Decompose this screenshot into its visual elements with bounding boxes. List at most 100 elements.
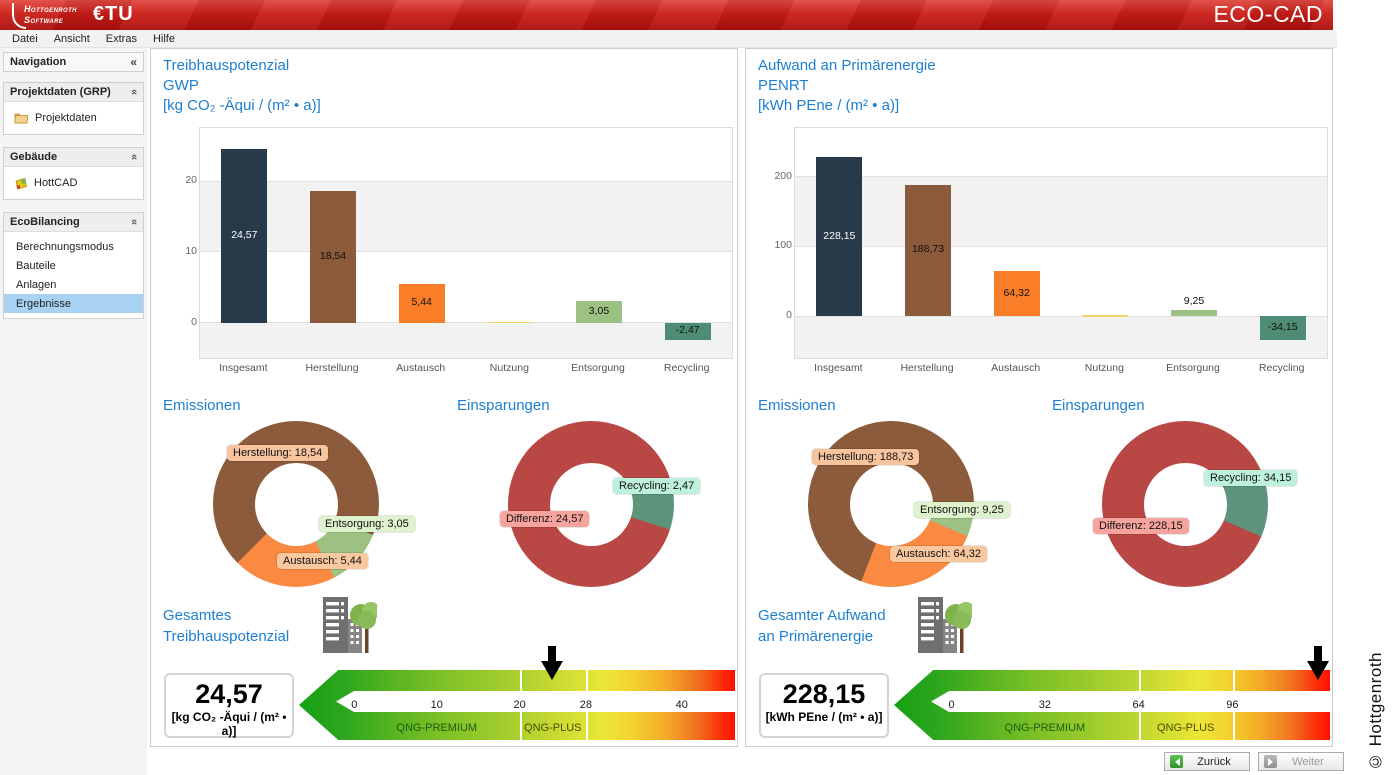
wizard-buttons: Zurück Weiter bbox=[1164, 752, 1344, 771]
brand-line2: Software bbox=[24, 14, 64, 25]
donut-segment-badge: Entsorgung: 3,05 bbox=[319, 516, 415, 532]
bar-insgesamt bbox=[221, 148, 268, 323]
bar-value-label: 228,15 bbox=[823, 229, 856, 242]
building-tree-icon bbox=[912, 595, 975, 662]
back-button-label: Zurück bbox=[1197, 755, 1231, 768]
menu-datei[interactable]: Datei bbox=[12, 32, 38, 45]
folder-icon bbox=[14, 113, 29, 124]
donut-emissionen: Herstellung: 18,54 Entsorgung: 3,05 Austau… bbox=[161, 415, 441, 607]
penrt-panel: Aufwand an Primärenergie PENRT [kWh PEne… bbox=[745, 48, 1333, 747]
scale-zone-label: QNG-PREMIUM bbox=[396, 722, 478, 735]
app-title: ECO-CAD bbox=[1213, 1, 1323, 27]
y-axis-tick-label: 20 bbox=[185, 174, 197, 187]
group-gebaeude-header[interactable]: Gebäude « bbox=[4, 148, 143, 167]
scale-separator bbox=[520, 670, 523, 740]
menu-extras[interactable]: Extras bbox=[105, 32, 137, 45]
x-axis-category-label: Austausch bbox=[396, 362, 446, 374]
group-ecobilancing-header[interactable]: EcoBilancing « bbox=[4, 213, 143, 232]
collapse-group-icon[interactable]: « bbox=[127, 153, 140, 161]
total-value-box: 24,57 [kg CO₂ -Äqui / (m² • a)] bbox=[164, 672, 294, 738]
scale-tick-band bbox=[336, 691, 735, 712]
bar-austausch bbox=[398, 284, 445, 323]
sidebar-item-ergebnisse[interactable]: Ergebnisse bbox=[4, 294, 143, 313]
collapse-group-icon[interactable]: « bbox=[127, 88, 140, 96]
sidebar-collapse-icon[interactable]: « bbox=[130, 55, 137, 69]
panel-title-line1: Treibhauspotenzial bbox=[163, 57, 290, 74]
group-gebaeude: Gebäude « HottCAD bbox=[3, 147, 144, 200]
bar-recycling bbox=[1259, 316, 1306, 340]
donut-segment-badge: Differenz: 228,15 bbox=[1093, 518, 1189, 534]
scale-tick-label: 32 bbox=[1038, 698, 1051, 711]
panel-title-unit: [kg CO₂ -Äqui / (m² • a)] bbox=[163, 97, 321, 114]
bar-value-label: 18,54 bbox=[319, 250, 347, 262]
donut-segment-badge: Herstellung: 18,54 bbox=[227, 445, 329, 461]
hottgenroth-logo: Hottgenroth Software bbox=[10, 2, 77, 29]
donut-segment-badge: Herstellung: 188,73 bbox=[812, 449, 920, 465]
menu-ansicht[interactable]: Ansicht bbox=[53, 32, 90, 45]
qng-scale: 0 10 20 28 40 QNG-PREMIUM QNG-PLUS bbox=[299, 646, 735, 740]
bar-herstellung bbox=[310, 191, 356, 323]
panel-title: Aufwand an Primärenergie PENRT [kWh PEne… bbox=[758, 56, 936, 116]
navigation-header: Navigation « bbox=[3, 52, 144, 72]
total-unit: [kg CO₂ -Äqui / (m² • a)] bbox=[171, 709, 287, 738]
sidebar-item-anlagen[interactable]: Anlagen bbox=[4, 275, 143, 294]
plot-band bbox=[200, 322, 732, 358]
brand-logos: Hottgenroth Software €TU bbox=[10, 2, 134, 29]
collapse-group-icon[interactable]: « bbox=[127, 218, 140, 226]
sidebar-item-berechnungsmodus[interactable]: Berechnungsmodus bbox=[4, 237, 143, 256]
plot-band bbox=[795, 316, 1327, 358]
bar-value-label: 9,25 bbox=[1183, 294, 1205, 307]
x-axis-category-label: Recycling bbox=[663, 362, 710, 374]
sidebar-item-projektdaten[interactable]: Projektdaten bbox=[4, 107, 143, 129]
plot-band bbox=[200, 251, 732, 323]
scale-zone-label: QNG-PLUS bbox=[1156, 722, 1215, 735]
gridline bbox=[200, 251, 732, 253]
donut-title-einsparungen: Einsparungen bbox=[457, 397, 550, 414]
sidebar-item-bauteile[interactable]: Bauteile bbox=[4, 256, 143, 275]
x-axis-category-label: Austausch bbox=[991, 362, 1041, 374]
scale-marker-arrow bbox=[1306, 646, 1330, 687]
group-projektdaten-header[interactable]: Projektdaten (GRP) « bbox=[4, 83, 143, 102]
bar-value-label: -34,15 bbox=[1267, 321, 1298, 334]
sidebar-item-label: Bauteile bbox=[16, 259, 56, 272]
scale-tick-label: 20 bbox=[513, 698, 526, 711]
hottcad-icon bbox=[15, 177, 27, 189]
donut-segment-badge: Differenz: 24,57 bbox=[500, 511, 590, 527]
bar-value-label: 64,32 bbox=[1003, 286, 1030, 299]
menu-hilfe[interactable]: Hilfe bbox=[152, 32, 175, 45]
bar-value-label: 188,73 bbox=[911, 243, 945, 256]
x-axis-category-label: Nutzung bbox=[489, 362, 529, 374]
bar-value-label: 24,57 bbox=[231, 228, 258, 241]
bar-chart-x-labels: Insgesamt Herstellung Austausch Nutzung Ents… bbox=[199, 362, 731, 374]
y-axis-tick-label: 0 bbox=[786, 309, 792, 322]
next-button[interactable]: Weiter bbox=[1258, 752, 1344, 771]
group-ecobilancing: EcoBilancing « Berechnungsmodus Bauteile… bbox=[3, 212, 144, 319]
panel-title-line1: Aufwand an Primärenergie bbox=[758, 57, 936, 74]
gridline bbox=[200, 322, 732, 324]
y-axis-tick-label: 10 bbox=[185, 244, 197, 257]
bar-entsorgung bbox=[1171, 309, 1217, 317]
brand-line1: Hottgenroth bbox=[24, 3, 77, 14]
gwp-panel: Treibhauspotenzial GWP [kg CO₂ -Äqui / (… bbox=[150, 48, 738, 747]
scale-separator bbox=[1139, 670, 1142, 740]
x-axis-category-label: Nutzung bbox=[1084, 362, 1124, 374]
donut-einsparungen: Differenz: 228,15 Recycling: 34,15 bbox=[1044, 415, 1324, 607]
bar-nutzung bbox=[1082, 315, 1129, 317]
y-axis-tick-label: 0 bbox=[191, 315, 197, 328]
bar-recycling bbox=[664, 322, 711, 341]
scale-tick-label: 96 bbox=[1226, 698, 1239, 711]
group-projektdaten-label: Projektdaten (GRP) bbox=[10, 86, 111, 98]
bar-value-label: -2,47 bbox=[675, 324, 700, 337]
donut-title-emissionen: Emissionen bbox=[163, 397, 241, 414]
x-axis-category-label: Herstellung bbox=[305, 362, 359, 374]
donut-ring bbox=[508, 421, 674, 587]
donut-segment-badge: Austausch: 5,44 bbox=[277, 553, 368, 569]
donut-ring bbox=[1102, 421, 1268, 587]
donut-emissionen: Herstellung: 188,73 Entsorgung: 9,25 Austa… bbox=[756, 415, 1036, 607]
bar-herstellung bbox=[905, 184, 951, 317]
x-axis-category-label: Recycling bbox=[1258, 362, 1305, 374]
scale-zone-label: QNG-PLUS bbox=[524, 722, 582, 735]
sidebar-item-hottcad[interactable]: HottCAD bbox=[4, 172, 143, 194]
back-button[interactable]: Zurück bbox=[1164, 752, 1250, 771]
total-title: Gesamter Aufwand an Primärenergie bbox=[758, 605, 886, 647]
